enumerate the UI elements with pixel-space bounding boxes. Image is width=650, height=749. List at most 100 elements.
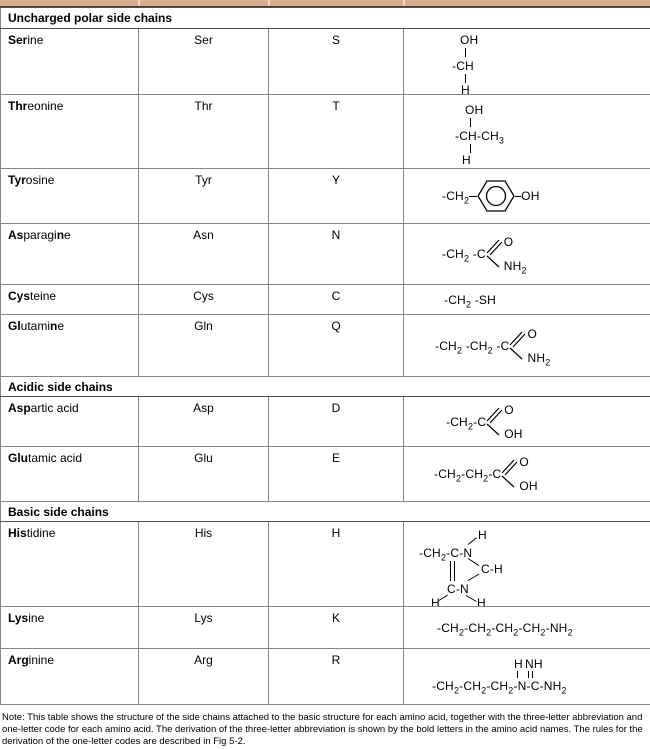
structure-lysine: -CH2-CH2-CH2-CH2-NH2 — [404, 607, 650, 648]
atom-label: O — [519, 455, 537, 469]
structure-cell: -CH2-CH2-C O OH — [404, 447, 650, 502]
atom-label: OH — [521, 189, 539, 203]
table-row-glutamine: Glutamine Gln Q -CH2 -CH2 -C O NH2 — [1, 315, 650, 377]
column-divider — [268, 0, 270, 6]
table-row-cysteine: Cysteine Cys C -CH2 -SH — [1, 285, 650, 315]
atom-label: O — [527, 327, 550, 341]
atom-label: -CH2 — [442, 189, 469, 203]
one-letter-code: Y — [269, 169, 404, 224]
structure-asparagine: -CH2 -C O NH2 — [404, 224, 650, 284]
three-letter-abbr: Cys — [139, 285, 269, 315]
atom-label: -CH2 -SH — [444, 293, 496, 307]
structure-glutamic-acid: -CH2-CH2-C O OH — [404, 447, 650, 501]
three-letter-abbr: Lys — [139, 607, 269, 649]
atom-label: OH — [519, 479, 537, 493]
three-letter-abbr: Ser — [139, 29, 269, 95]
table-row-histidine: Histidine His H -CH2-C-N H C-H C-N H H — [1, 522, 650, 607]
atom-label: H — [477, 596, 486, 607]
bond — [469, 196, 477, 197]
fork-bonds — [501, 455, 518, 493]
bond — [466, 595, 477, 602]
three-letter-abbr: His — [139, 522, 269, 607]
table-row-arginine: Arginine Arg R H NH -CH2-CH2-CH2-N-C-NH2 — [1, 649, 650, 705]
atom-label: NH2 — [504, 259, 527, 273]
structure-cell: -CH2 -CH2 -C O NH2 — [404, 315, 650, 377]
atom-label: NH2 — [527, 351, 550, 365]
structure-serine: OH -CH H — [404, 29, 650, 94]
atom-label: OH — [460, 33, 478, 47]
one-letter-code: T — [269, 95, 404, 169]
table-row-lysine: Lysine Lys K -CH2-CH2-CH2-CH2-NH2 — [1, 607, 650, 649]
atom-label: H — [461, 83, 470, 95]
amino-acid-name: Threonine — [1, 95, 139, 169]
atom-label: -CH2-C — [446, 415, 486, 429]
table-footnote: Note: This table shows the structure of … — [0, 705, 650, 749]
column-divider — [138, 0, 140, 6]
section-header: Uncharged polar side chains — [1, 8, 650, 29]
one-letter-code: S — [269, 29, 404, 95]
table-row-glutamic-acid: Glutamic acid Glu E -CH2-CH2-C O OH — [1, 447, 650, 502]
section-header: Basic side chains — [1, 502, 650, 522]
bond — [468, 558, 479, 566]
bond — [517, 671, 518, 678]
one-letter-code: D — [269, 397, 404, 447]
structure-cysteine: -CH2 -SH — [404, 285, 650, 314]
atom-label: O — [504, 403, 522, 417]
branch-atoms: O NH2 — [504, 235, 527, 273]
structure-cell: -CH2 -C O NH2 — [404, 224, 650, 285]
fork-bonds — [509, 327, 526, 365]
atom-label: C-H — [481, 562, 503, 576]
three-letter-abbr: Tyr — [139, 169, 269, 224]
one-letter-code: Q — [269, 315, 404, 377]
one-letter-code: N — [269, 224, 404, 285]
fork-bonds — [486, 235, 503, 273]
atom-label: H — [462, 153, 471, 167]
bond — [468, 537, 477, 545]
one-letter-code: E — [269, 447, 404, 502]
amino-acid-name: Serine — [1, 29, 139, 95]
branch-atoms: O NH2 — [527, 327, 550, 365]
one-letter-code: H — [269, 522, 404, 607]
three-letter-abbr: Gln — [139, 315, 269, 377]
atom-label: -CH2-C-N — [419, 546, 472, 560]
amino-acid-name: Glutamine — [1, 315, 139, 377]
structure-glutamine: -CH2 -CH2 -C O NH2 — [404, 315, 650, 376]
bond — [470, 118, 471, 127]
one-letter-code: R — [269, 649, 404, 705]
column-divider — [403, 0, 405, 6]
bond — [465, 74, 466, 83]
bond — [465, 48, 466, 57]
section-row-uncharged: Uncharged polar side chains — [1, 8, 650, 29]
double-bond — [528, 671, 533, 678]
structure-cell: -CH2-C-N H C-H C-N H H — [404, 522, 650, 607]
table-row-serine: Serine Ser S OH -CH H — [1, 29, 650, 95]
structure-arginine: H NH -CH2-CH2-CH2-N-C-NH2 — [404, 649, 650, 704]
amino-acid-name: Histidine — [1, 522, 139, 607]
amino-acid-name: Lysine — [1, 607, 139, 649]
structure-histidine: -CH2-C-N H C-H C-N H H — [404, 522, 650, 606]
bond — [439, 595, 448, 601]
branch-atoms: O OH — [519, 455, 537, 493]
atom-label: -CH2 -CH2 -C — [435, 339, 509, 353]
three-letter-abbr: Asn — [139, 224, 269, 285]
structure-cell: -CH2 OH — [404, 169, 650, 224]
atom-label: NH — [525, 657, 543, 671]
structure-tyrosine: -CH2 OH — [404, 169, 650, 223]
atom-label: -CH2-CH2-CH2-N-C-NH2 — [432, 679, 567, 693]
benzene-ring — [477, 179, 515, 213]
structure-cell: -CH2-C O OH — [404, 397, 650, 447]
amino-acid-table: Uncharged polar side chains Serine Ser S… — [0, 7, 650, 705]
structure-threonine: OH -CH-CH3 H — [404, 95, 650, 168]
section-row-basic: Basic side chains — [1, 502, 650, 522]
amino-acid-name: Asparagine — [1, 224, 139, 285]
amino-acid-name: Tyrosine — [1, 169, 139, 224]
structure-cell: OH -CH H — [404, 29, 650, 95]
three-letter-abbr: Arg — [139, 649, 269, 705]
atom-label: -CH2-CH2-C — [434, 467, 501, 481]
amino-acid-name: Glutamic acid — [1, 447, 139, 502]
amino-acid-name: Arginine — [1, 649, 139, 705]
three-letter-abbr: Thr — [139, 95, 269, 169]
structure-cell: OH -CH-CH3 H — [404, 95, 650, 169]
double-bond — [450, 561, 455, 581]
